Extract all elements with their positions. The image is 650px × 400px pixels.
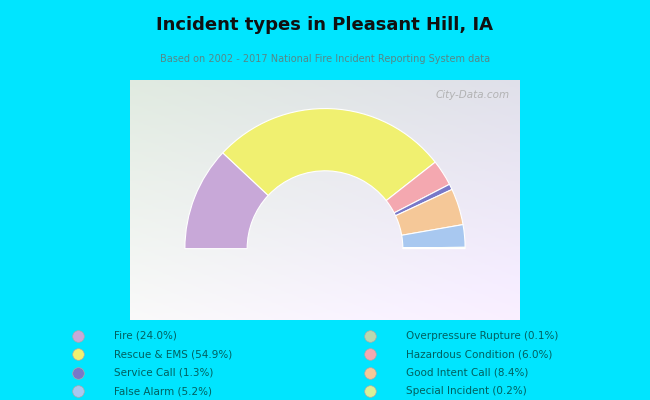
Wedge shape [394,184,452,216]
Wedge shape [386,162,449,213]
Wedge shape [396,190,463,235]
Text: Overpressure Rupture (0.1%): Overpressure Rupture (0.1%) [406,331,558,341]
Text: Service Call (1.3%): Service Call (1.3%) [114,368,213,378]
Text: False Alarm (5.2%): False Alarm (5.2%) [114,386,212,396]
Text: Fire (24.0%): Fire (24.0%) [114,331,177,341]
Wedge shape [403,247,465,248]
Wedge shape [185,153,268,249]
Text: Hazardous Condition (6.0%): Hazardous Condition (6.0%) [406,350,552,359]
Text: Incident types in Pleasant Hill, IA: Incident types in Pleasant Hill, IA [157,16,493,34]
Wedge shape [402,224,465,248]
Wedge shape [403,248,465,249]
Text: Special Incident (0.2%): Special Incident (0.2%) [406,386,527,396]
Text: Based on 2002 - 2017 National Fire Incident Reporting System data: Based on 2002 - 2017 National Fire Incid… [160,54,490,64]
Wedge shape [223,108,436,200]
Text: Good Intent Call (8.4%): Good Intent Call (8.4%) [406,368,528,378]
Text: City-Data.com: City-Data.com [435,90,509,100]
Text: Rescue & EMS (54.9%): Rescue & EMS (54.9%) [114,350,232,359]
